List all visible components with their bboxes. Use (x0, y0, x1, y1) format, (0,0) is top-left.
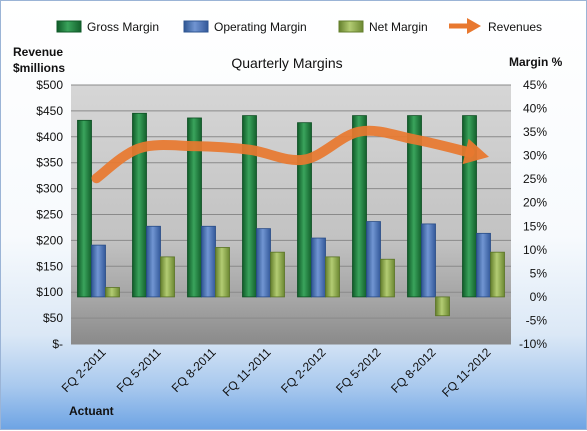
x-tick-label: FQ 5-2011 (114, 345, 164, 395)
x-tick-label: FQ 5-2012 (333, 345, 384, 396)
operating-margin-bar (421, 223, 436, 298)
operating-margin-bar (146, 225, 161, 298)
left-axis-title-line1: Revenue (13, 45, 63, 59)
legend-label-revenues: Revenues (488, 20, 542, 34)
net-margin-bar (270, 251, 285, 298)
net-margin-bar (380, 258, 395, 298)
operating-margin-bar (201, 225, 216, 298)
legend-swatch-revenues (449, 18, 481, 34)
right-tick-label: 15% (523, 219, 547, 233)
legend-swatch-gross (56, 20, 82, 33)
left-tick-label: $250 (36, 208, 63, 222)
right-axis-ticks: -10% -5% 0% 5% 10% 15% 20% 25% 30% 35% 40% 45% (519, 78, 547, 351)
revenue-line (91, 125, 475, 184)
revenue-series (91, 125, 489, 184)
legend-swatch-operating (183, 20, 209, 33)
legend-label-operating: Operating Margin (214, 20, 307, 34)
x-tick-label: FQ 8-2012 (388, 345, 439, 396)
right-tick-label: 45% (523, 78, 547, 92)
bars (77, 112, 505, 317)
net-margin-bar (105, 287, 120, 298)
gross-margin-bar (77, 119, 92, 298)
operating-margin-bar (476, 232, 491, 298)
right-tick-label: 0% (530, 290, 548, 304)
operating-margin-bar (366, 221, 381, 298)
right-tick-label: -5% (526, 313, 548, 327)
right-axis-title: Margin % (509, 55, 563, 69)
net-margin-bar (325, 256, 340, 298)
right-tick-label: 40% (523, 102, 547, 116)
right-tick-label: 20% (523, 196, 547, 210)
gross-margin-bar (297, 122, 312, 298)
left-tick-label: $150 (36, 259, 63, 273)
x-axis-ticks: FQ 2-2011 FQ 5-2011 FQ 8-2011 FQ 11-2011 FQ … (59, 345, 494, 400)
gross-margin-bar (352, 115, 367, 298)
left-axis-title-line2: $millions (13, 61, 65, 75)
left-axis-ticks: $- $50 $100 $150 $200 $250 $300 $350 $400 $450 $50… (36, 78, 63, 351)
footer-label: Actuant (69, 404, 114, 418)
operating-margin-bar (91, 244, 106, 298)
right-tick-label: 25% (523, 172, 547, 186)
left-tick-label: $200 (36, 233, 63, 247)
x-tick-label: FQ 11-2011 (220, 345, 274, 399)
x-tick-label: FQ 2-2011 (59, 345, 109, 395)
right-tick-label: 5% (530, 266, 548, 280)
net-margin-bar (160, 256, 175, 298)
net-margin-bar (435, 296, 450, 317)
gross-margin-bar (187, 117, 202, 298)
legend-label-net: Net Margin (369, 20, 428, 34)
gross-margin-bar (407, 115, 422, 298)
left-tick-label: $350 (36, 156, 63, 170)
right-tick-label: -10% (519, 337, 547, 351)
x-tick-label: FQ 2-2012 (278, 345, 329, 396)
left-tick-label: $300 (36, 182, 63, 196)
net-margin-bar (215, 247, 230, 298)
gross-margin-bar (242, 115, 257, 298)
x-tick-label: FQ 8-2011 (169, 345, 219, 395)
left-tick-label: $- (52, 337, 63, 351)
right-tick-label: 10% (523, 243, 547, 257)
x-tick-label: FQ 11-2012 (439, 345, 494, 400)
net-margin-bar (490, 251, 505, 298)
legend-swatch-net (338, 20, 364, 33)
left-tick-label: $450 (36, 104, 63, 118)
chart-title: Quarterly Margins (231, 55, 342, 71)
right-tick-label: 30% (523, 149, 547, 163)
right-tick-label: 35% (523, 125, 547, 139)
gross-margin-bar (132, 112, 147, 298)
operating-margin-bar (256, 228, 271, 298)
legend-label-gross: Gross Margin (87, 20, 159, 34)
left-tick-label: $500 (36, 78, 63, 92)
left-tick-label: $50 (43, 311, 63, 325)
left-tick-label: $400 (36, 130, 63, 144)
operating-margin-bar (311, 237, 326, 298)
left-tick-label: $100 (36, 285, 63, 299)
legend: Gross Margin Operating Margin Net Margin… (56, 18, 542, 34)
revenue-arrowhead (462, 138, 489, 165)
